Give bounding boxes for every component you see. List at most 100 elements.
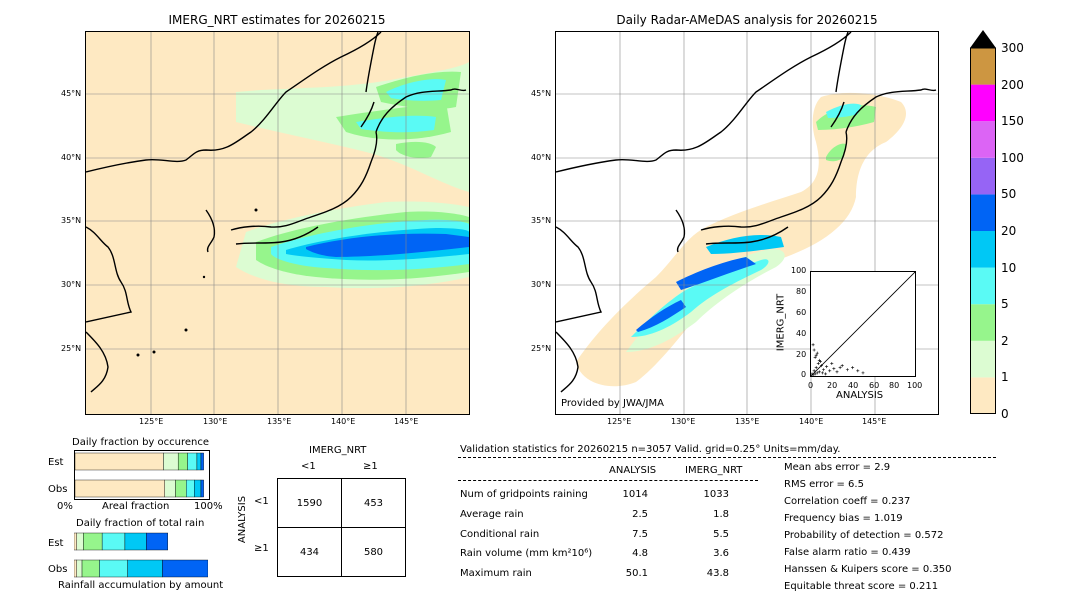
validation-row-imerg: 1033 [703, 489, 729, 500]
total-rain-row-obs: Obs [48, 564, 68, 575]
occurrence-bar-segment [196, 452, 202, 471]
validation-row-imerg: 1.8 [713, 509, 729, 520]
total-rain-footer: Rainfall accumulation by amount [58, 580, 224, 591]
scatter-point [813, 355, 817, 359]
occurrence-x-mid: Areal fraction [102, 501, 170, 512]
scatter-point [812, 369, 816, 373]
total-rain-canvas [73, 532, 209, 578]
inset-scatter-frame [810, 271, 916, 377]
validation-col-imerg: IMERG_NRT [685, 465, 743, 476]
radar-lat-label-40: 40°N [531, 153, 552, 162]
colorbar-label: 200 [1001, 77, 1024, 92]
contingency-table: 1590 453 434 580 [277, 478, 406, 577]
contingency-cell: 434 [277, 527, 342, 577]
scatter-point [819, 364, 823, 368]
occurrence-canvas [74, 452, 204, 498]
imerg-lat-label-40: 40°N [61, 153, 82, 162]
total-rain-bar-segment [73, 532, 77, 551]
radar-lat-label-25: 25°N [531, 344, 552, 353]
occurrence-x-right: 100% [194, 501, 223, 512]
imerg-islands [136, 208, 258, 357]
occurrence-chart [74, 450, 210, 500]
contingency-row-label-lt1: <1 [254, 496, 269, 507]
score-line: Probability of detection = 0.572 [784, 530, 944, 541]
colorbar-label: 300 [1001, 41, 1024, 55]
inset-xtick-80: 80 [889, 381, 900, 390]
total-rain-bar-segment [127, 559, 163, 578]
scatter-point [814, 366, 818, 370]
colorbar-extend-arrow [970, 30, 996, 48]
occurrence-bar-segment [200, 479, 204, 498]
scatter-point [816, 362, 820, 366]
colorbar-label: 150 [1001, 114, 1024, 129]
inset-ytick-60: 60 [796, 308, 807, 317]
occurrence-bar-segment [74, 479, 165, 498]
contingency-cell: 1590 [277, 478, 342, 528]
occurrence-bar-segment [164, 479, 176, 498]
imerg-precip-field [236, 62, 469, 289]
validation-row-analysis: 1014 [622, 489, 648, 500]
colorbar-segment [970, 340, 996, 378]
colorbar-label: 20 [1001, 224, 1017, 238]
scatter-point [840, 364, 844, 368]
imerg-lon-label-135: 135°E [267, 417, 292, 426]
validation-row-imerg: 5.5 [713, 529, 729, 540]
scatter-point [815, 371, 819, 375]
inset-ytick-80: 80 [796, 287, 807, 296]
colorbar-segment [970, 48, 996, 85]
inset-xtick-0: 0 [808, 381, 814, 390]
scatter-point [856, 369, 860, 373]
validation-row-imerg: 43.8 [706, 568, 729, 579]
total-rain-bar-segment [81, 559, 100, 578]
colorbar-label: 50 [1001, 187, 1017, 202]
total-rain-bar-segment [162, 559, 209, 578]
contingency-row: 1590 453 [277, 478, 406, 528]
occurrence-bar-segment [194, 479, 202, 498]
imerg-coastlines [86, 32, 467, 393]
occurrence-row-obs: Obs [48, 484, 68, 495]
occurrence-bar-segment [177, 452, 188, 471]
colorbar-canvas [970, 30, 996, 414]
scatter-point [845, 368, 849, 372]
imerg-grid [86, 32, 469, 414]
score-line: Hanssen & Kuipers score = 0.350 [784, 564, 952, 575]
validation-row-label: Average rain [460, 509, 524, 520]
colorbar-segment [970, 157, 996, 195]
inset-xtick-20: 20 [827, 381, 838, 390]
radar-lat-label-30: 30°N [531, 280, 552, 289]
colorbar-border [970, 47, 996, 414]
inset-ytick-40: 40 [796, 329, 807, 338]
score-line: RMS error = 6.5 [784, 479, 864, 490]
colorbar-segment [970, 231, 996, 268]
inset-xlabel: ANALYSIS [836, 390, 884, 401]
total-rain-bar-segment [73, 559, 77, 578]
occurrence-title: Daily fraction by occurence [72, 437, 210, 448]
occurrence-bar-segment [163, 452, 179, 471]
occurrence-x-left: 0% [57, 501, 73, 512]
contingency-cell: 453 [341, 478, 406, 528]
validation-row-analysis: 4.8 [632, 548, 648, 559]
validation-row-label: Conditional rain [460, 529, 540, 540]
colorbar-segment [970, 304, 996, 341]
radar-lat-label-45: 45°N [531, 89, 552, 98]
total-rain-bar-segment [76, 532, 84, 551]
radar-lon-label-130: 130°E [671, 417, 696, 426]
colorbar-label: 2 [1001, 333, 1009, 348]
radar-lon-label-135: 135°E [735, 417, 760, 426]
scatter-point [814, 353, 818, 357]
radar-map-canvas [556, 32, 938, 414]
imerg-lon-label-145: 145°E [394, 417, 419, 426]
validation-row-analysis: 50.1 [625, 568, 648, 579]
scatter-point [824, 372, 828, 376]
scatter-point [825, 365, 829, 369]
colorbar-label: 100 [1001, 150, 1024, 165]
scatter-point [811, 373, 815, 376]
inset-points [811, 343, 865, 376]
imerg-lat-label-25: 25°N [61, 344, 82, 353]
radar-lon-label-145: 145°E [862, 417, 887, 426]
total-rain-row-est: Est [48, 538, 64, 549]
occurrence-bar-segment [74, 452, 164, 471]
occurrence-row-est: Est [48, 457, 64, 468]
colorbar-segment [970, 267, 996, 305]
radar-precip-field [576, 92, 906, 387]
